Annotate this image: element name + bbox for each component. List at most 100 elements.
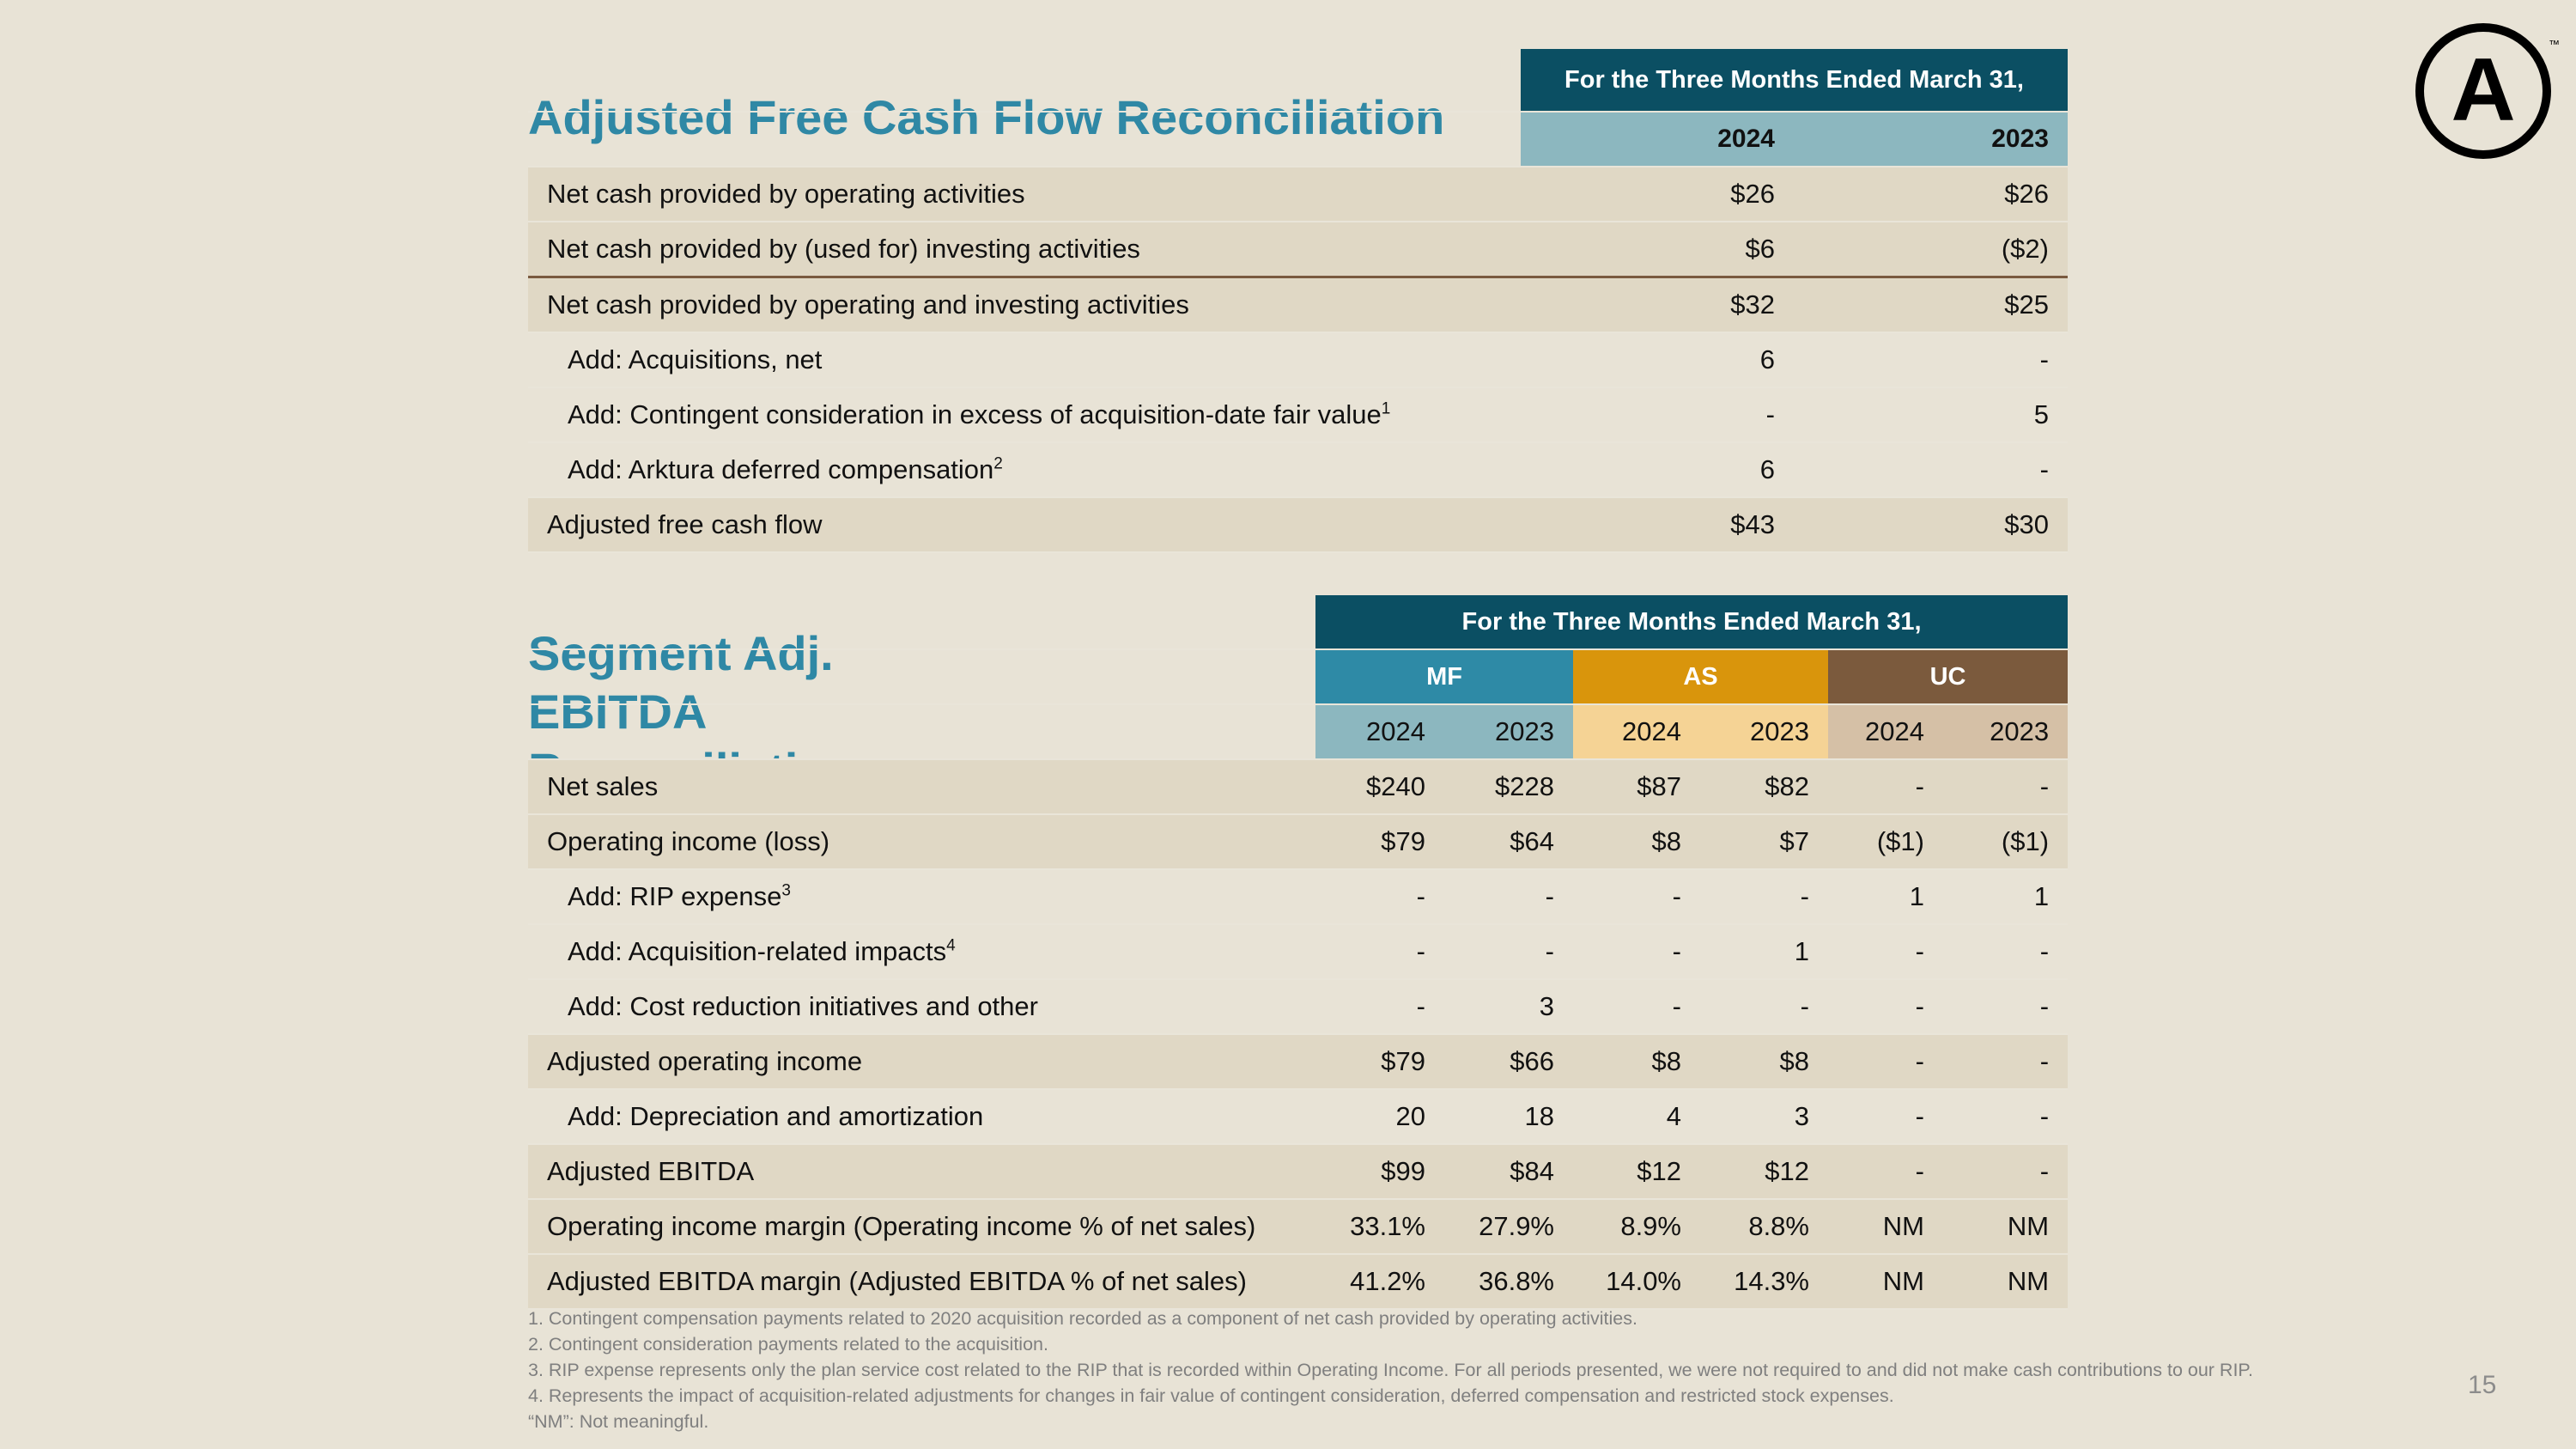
cell-2024: $26 — [1521, 167, 1794, 222]
value-cell: - — [1828, 979, 1943, 1035]
value-cell: - — [1943, 759, 2069, 815]
value-cell: 27.9% — [1444, 1199, 1573, 1255]
value-cell: $82 — [1700, 759, 1828, 815]
footnote: 2. Contingent consideration payments rel… — [528, 1334, 1048, 1355]
footnote: 3. RIP expense represents only the plan … — [528, 1360, 2253, 1380]
value-cell: - — [1943, 924, 2069, 980]
value-cell: 3 — [1444, 979, 1573, 1035]
segment-header-as: AS — [1573, 649, 1828, 705]
cell-2023: - — [1794, 332, 2068, 388]
value-cell: 3 — [1700, 1089, 1828, 1145]
year-header: 2024 — [1521, 112, 1794, 167]
value-cell: $84 — [1444, 1144, 1573, 1200]
value-cell: NM — [1828, 1199, 1943, 1255]
row-label: Adjusted EBITDA — [528, 1144, 1315, 1200]
table-row: Add: Cost reduction initiatives and othe… — [528, 979, 2069, 1035]
value-cell: 41.2% — [1315, 1254, 1444, 1310]
value-cell: 1 — [1943, 869, 2069, 925]
footnote-marker: 1 — [1381, 399, 1391, 418]
row-label: Net cash provided by operating activitie… — [528, 167, 1521, 222]
value-cell: - — [1444, 869, 1573, 925]
segment-table-body: Net sales $240 $228 $87 $82- - Operating incom… — [528, 759, 2069, 1310]
year-header: 2024 — [1573, 704, 1700, 760]
table-row: Net cash provided by operating and inves… — [528, 277, 2068, 333]
row-label: Adjusted EBITDA margin (Adjusted EBITDA … — [528, 1254, 1315, 1310]
table-row: Operating income (loss) $79 $64 $8 $7 ($1) ($1… — [528, 814, 2069, 870]
value-cell: $8 — [1700, 1034, 1828, 1090]
value-cell: - — [1943, 1089, 2069, 1145]
value-cell: - — [1315, 979, 1444, 1035]
table-row: Adjusted operating income $79 $66 $8 $8- - — [528, 1034, 2069, 1090]
cell-2024: $32 — [1521, 277, 1794, 333]
row-label: Operating income (loss) — [528, 814, 1315, 870]
cell-2024: 6 — [1521, 332, 1794, 388]
value-cell: - — [1573, 924, 1700, 980]
table-row: Add: Depreciation and amortization 20 18 4 3… — [528, 1089, 2069, 1145]
value-cell: 14.3% — [1700, 1254, 1828, 1310]
cell-2024: 6 — [1521, 442, 1794, 498]
value-cell: $240 — [1315, 759, 1444, 815]
cell-2024: $43 — [1521, 497, 1794, 553]
segment-header-mf: MF — [1315, 649, 1573, 705]
value-cell: - — [1700, 979, 1828, 1035]
row-label: Add: Depreciation and amortization — [528, 1089, 1315, 1145]
year-header: 2024 — [1315, 704, 1444, 760]
value-cell: $64 — [1444, 814, 1573, 870]
value-cell: - — [1943, 979, 2069, 1035]
footnote: 1. Contingent compensation payments rela… — [528, 1308, 1637, 1329]
table-row: Add: Acquisition-related impacts4- - -1- - — [528, 924, 2069, 980]
value-cell: $8 — [1573, 814, 1700, 870]
row-label: Add: Acquisitions, net — [528, 332, 1521, 388]
value-cell: - — [1700, 869, 1828, 925]
segment-period-header: For the Three Months Ended March 31, — [1315, 595, 2069, 650]
table-row: Add: Contingent consideration in excess … — [528, 387, 2068, 443]
value-cell: - — [1828, 759, 1943, 815]
year-header: 2023 — [1700, 704, 1828, 760]
cash-flow-period-row: For the Three Months Ended March 31, — [528, 49, 2068, 113]
table-row: Adjusted free cash flow $43 $30 — [528, 497, 2068, 553]
cell-2023: ($2) — [1794, 222, 2068, 278]
table-row: Adjusted EBITDA $99 $84 $12 $12- - — [528, 1144, 2069, 1200]
table-row: Adjusted EBITDA margin (Adjusted EBITDA … — [528, 1254, 2069, 1310]
logo-mark: A — [2451, 40, 2515, 140]
footnotes: 1. Contingent compensation payments rela… — [528, 1306, 2253, 1434]
row-label: Add: Contingent consideration in excess … — [528, 387, 1521, 443]
value-cell: $87 — [1573, 759, 1700, 815]
cash-flow-table: For the Three Months Ended March 31, 202… — [528, 49, 2068, 553]
year-header: 2023 — [1444, 704, 1573, 760]
footnote: “NM”: Not meaningful. — [528, 1411, 709, 1432]
value-cell: NM — [1828, 1254, 1943, 1310]
value-cell: $12 — [1573, 1144, 1700, 1200]
year-header: 2023 — [1943, 704, 2069, 760]
footnote-marker: 3 — [781, 881, 791, 900]
row-label: Net sales — [528, 759, 1315, 815]
footnote-marker: 4 — [946, 936, 956, 955]
value-cell: - — [1943, 1034, 2069, 1090]
row-label: Net cash provided by (used for) investin… — [528, 222, 1521, 278]
cell-2024: - — [1521, 387, 1794, 443]
cell-2023: - — [1794, 442, 2068, 498]
table-row: Add: Arktura deferred compensation2 6 - — [528, 442, 2068, 498]
row-label: Add: RIP expense3 — [528, 869, 1315, 925]
cell-2023: 5 — [1794, 387, 2068, 443]
value-cell: 33.1% — [1315, 1199, 1444, 1255]
value-cell: $12 — [1700, 1144, 1828, 1200]
value-cell: $8 — [1573, 1034, 1700, 1090]
value-cell: $79 — [1315, 1034, 1444, 1090]
table-row: Add: RIP expense3- - - -1 1 — [528, 869, 2069, 925]
value-cell: 18 — [1444, 1089, 1573, 1145]
segment-table: For the Three Months Ended March 31, MF … — [528, 595, 2069, 1310]
segment-header-uc: UC — [1828, 649, 2069, 705]
segment-year-row: 2024 2023 2024 2023 2024 2023 — [528, 704, 2069, 760]
value-cell: - — [1943, 1144, 2069, 1200]
footnote: 4. Represents the impact of acquisition-… — [528, 1385, 1894, 1406]
row-label: Add: Arktura deferred compensation2 — [528, 442, 1521, 498]
cash-flow-period-header: For the Three Months Ended March 31, — [1521, 49, 2068, 113]
value-cell: $228 — [1444, 759, 1573, 815]
row-label: Net cash provided by operating and inves… — [528, 277, 1521, 333]
segment-period-row: For the Three Months Ended March 31, — [528, 595, 2069, 650]
value-cell: NM — [1943, 1199, 2069, 1255]
value-cell: NM — [1943, 1254, 2069, 1310]
value-cell: 36.8% — [1444, 1254, 1573, 1310]
value-cell: $7 — [1700, 814, 1828, 870]
